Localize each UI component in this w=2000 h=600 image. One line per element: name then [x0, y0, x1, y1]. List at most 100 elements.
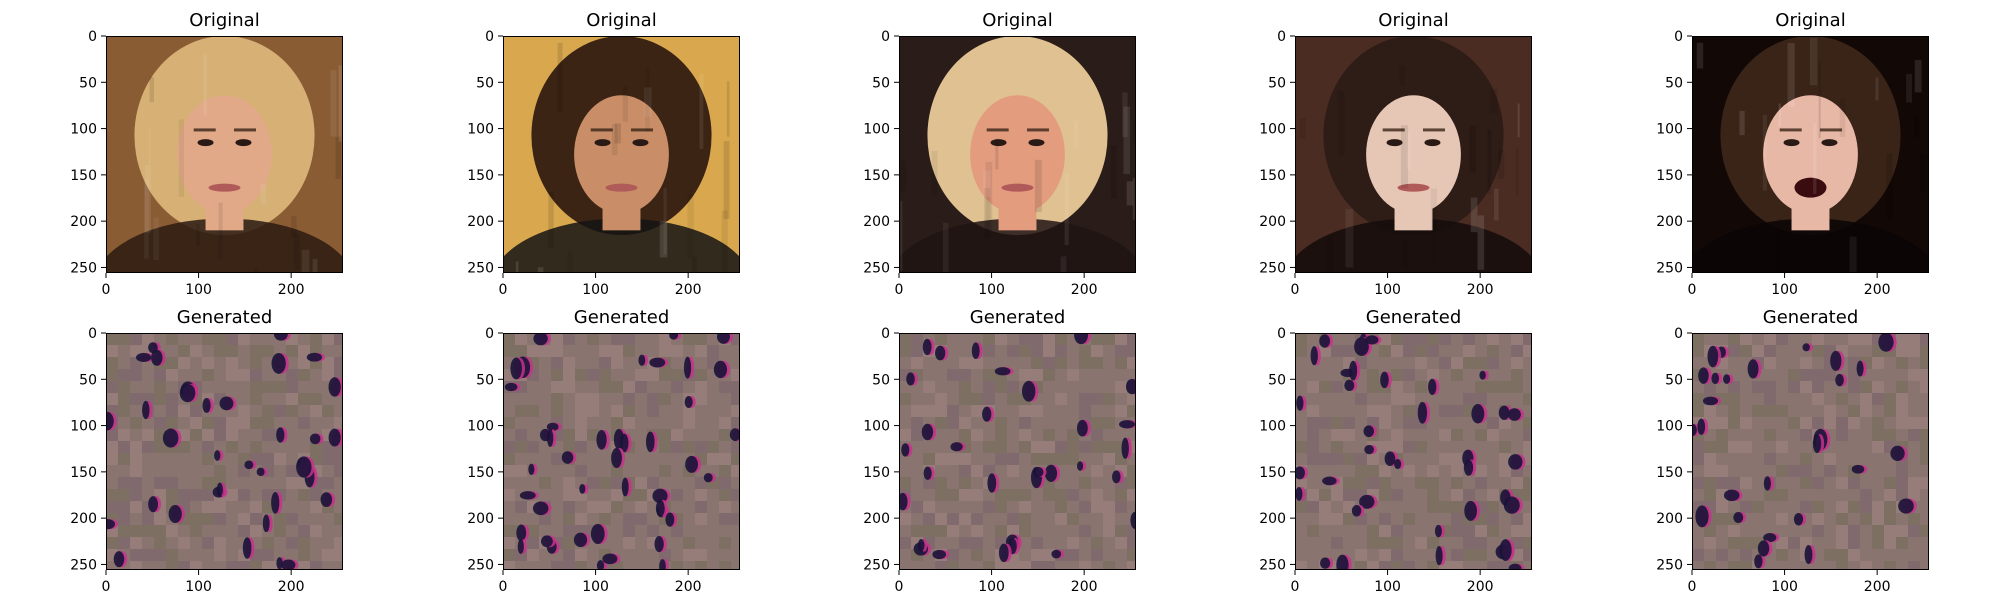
noise-texture-cell	[1127, 357, 1136, 369]
noise-texture-cell	[226, 345, 238, 357]
noise-blob-dark	[296, 456, 312, 478]
noise-texture-cell	[719, 417, 731, 429]
photo-texture-streak	[1470, 197, 1478, 233]
noise-texture-cell	[551, 357, 563, 369]
noise-texture-cell	[503, 417, 515, 429]
noise-texture-cell	[166, 369, 178, 381]
noise-texture-cell	[623, 513, 635, 525]
noise-texture-cell	[587, 393, 599, 405]
noise-texture-cell	[226, 357, 238, 369]
noise-texture-cell	[1319, 417, 1331, 429]
noise-texture-cell	[1523, 489, 1532, 501]
noise-texture-cell	[959, 489, 971, 501]
noise-background	[106, 333, 343, 570]
noise-blob-dark	[1835, 373, 1844, 387]
noise-texture-cell	[923, 513, 935, 525]
noise-texture-cell	[1031, 333, 1043, 345]
noise-texture-cell	[1115, 357, 1127, 369]
noise-texture-cell	[647, 405, 659, 417]
noise-texture-cell	[1403, 465, 1415, 477]
noise-texture-cell	[1451, 477, 1463, 489]
noise-texture-cell	[1872, 513, 1884, 525]
photo-texture-streak	[899, 160, 907, 192]
photo-texture-streak	[149, 77, 155, 103]
panel-generated-1: Generated 0 100 200 0 50 100 150 200 250	[70, 307, 343, 595]
noise-texture-cell	[118, 501, 130, 513]
noise-texture-cell	[1331, 429, 1343, 441]
noise-texture-cell	[1079, 477, 1091, 489]
noise-blob-dark	[703, 473, 713, 483]
noise-texture-cell	[130, 393, 142, 405]
noise-texture-cell	[1391, 537, 1403, 549]
left-brow-shape	[986, 128, 1009, 132]
noise-texture-cell	[935, 525, 947, 537]
noise-texture-cell	[1884, 429, 1896, 441]
noise-texture-cell	[274, 453, 286, 465]
noise-texture-cell	[1860, 405, 1872, 417]
noise-texture-cell	[1043, 345, 1055, 357]
noise-texture-cell	[971, 429, 983, 441]
noise-texture-cell	[515, 441, 527, 453]
noise-texture-cell	[1331, 345, 1343, 357]
noise-texture-cell	[1920, 381, 1929, 393]
noise-texture-cell	[118, 441, 130, 453]
noise-blob-dark	[573, 532, 588, 548]
noise-texture-cell	[1319, 513, 1331, 525]
noise-texture-cell	[310, 561, 322, 570]
noise-texture-cell	[623, 381, 635, 393]
noise-texture-cell	[971, 549, 983, 561]
noise-texture-cell	[959, 429, 971, 441]
noise-texture-cell	[1067, 513, 1079, 525]
noise-texture-cell	[1127, 345, 1136, 357]
noise-texture-cell	[1836, 561, 1848, 570]
noise-texture-cell	[971, 525, 983, 537]
noise-blob-dark	[1707, 345, 1719, 368]
noise-texture-cell	[1896, 381, 1908, 393]
noise-texture-cell	[899, 393, 911, 405]
noise-texture-cell	[1403, 333, 1415, 345]
shoulders-shape	[1295, 218, 1532, 273]
noise-texture-cell	[1427, 333, 1439, 345]
noise-texture-cell	[226, 441, 238, 453]
noise-texture-cell	[310, 489, 322, 501]
noise-texture-cell	[1307, 453, 1319, 465]
noise-texture-cell	[1391, 429, 1403, 441]
noise-texture-cell	[911, 525, 923, 537]
noise-texture-cell	[1403, 345, 1415, 357]
noise-texture-cell	[1896, 465, 1908, 477]
photo-texture-streak	[293, 234, 300, 271]
noise-texture-cell	[1475, 429, 1487, 441]
panel-generated-4: Generated 0 100 200 0 50 100 150 200 250	[1259, 307, 1532, 595]
right-brow-shape	[630, 128, 653, 132]
noise-texture-cell	[238, 417, 250, 429]
photo-texture-streak	[1060, 256, 1067, 273]
noise-blob-dark	[596, 429, 607, 450]
noise-texture-cell	[1920, 525, 1929, 537]
noise-texture-cell	[1523, 549, 1532, 561]
noise-texture-cell	[1812, 513, 1824, 525]
panel-title: Original	[1378, 10, 1448, 31]
noise-texture-cell	[1439, 357, 1451, 369]
photo-texture-streak	[548, 192, 554, 249]
noise-texture-cell	[1764, 345, 1776, 357]
noise-texture-cell	[1415, 333, 1427, 345]
noise-texture-cell	[178, 537, 190, 549]
noise-texture-cell	[1728, 405, 1740, 417]
noise-texture-cell	[647, 477, 659, 489]
noise-texture-cell	[1872, 357, 1884, 369]
noise-blob-dark	[1351, 505, 1362, 517]
x-tick-label: 0	[102, 282, 111, 298]
noise-texture-cell	[1800, 477, 1812, 489]
noise-texture-cell	[731, 405, 740, 417]
panel-title: Generated	[574, 307, 670, 328]
noise-texture-cell	[214, 537, 226, 549]
noise-texture-cell	[1079, 561, 1091, 570]
noise-texture-cell	[1079, 441, 1091, 453]
noise-texture-cell	[178, 345, 190, 357]
x-tick-label: 100	[582, 282, 609, 298]
noise-texture-cell	[1788, 537, 1800, 549]
noise-texture-cell	[995, 429, 1007, 441]
noise-texture-cell	[1848, 549, 1860, 561]
noise-texture-cell	[322, 477, 334, 489]
noise-texture-cell	[286, 405, 298, 417]
